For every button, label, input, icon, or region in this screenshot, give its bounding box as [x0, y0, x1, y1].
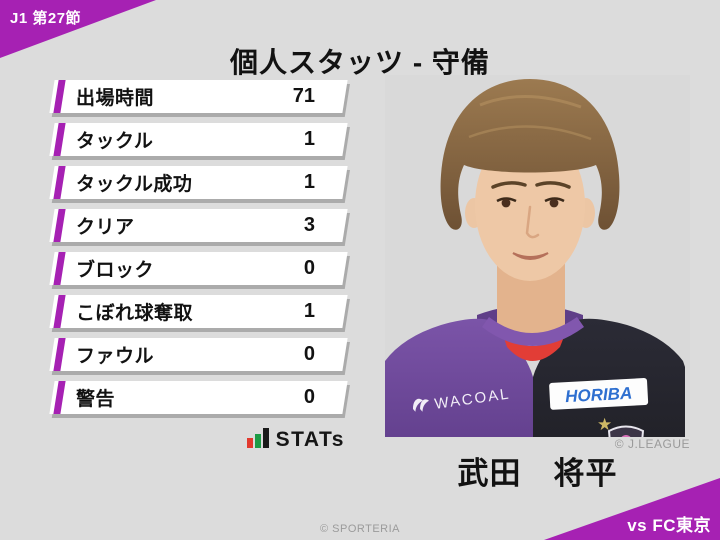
- stat-row-clearances: クリア 3: [49, 209, 348, 242]
- stat-value: 3: [303, 214, 315, 236]
- stat-label: 警告: [76, 389, 116, 410]
- stat-label: 出場時間: [76, 88, 155, 109]
- photo-credit: © J.LEAGUE: [614, 437, 690, 451]
- stats-list: 出場時間 71 タックル 1 タックル成功 1 クリア 3: [49, 80, 348, 414]
- stat-value: 71: [292, 85, 315, 107]
- stat-value: 0: [303, 343, 315, 365]
- stat-row-tackles: タックル 1: [49, 123, 348, 156]
- star-icon: ★: [597, 415, 612, 435]
- stat-label: ブロック: [76, 260, 155, 281]
- stat-row-blocks: ブロック 0: [49, 252, 348, 285]
- stat-label: クリア: [76, 217, 135, 238]
- stat-value: 1: [303, 171, 315, 193]
- stat-row-loose-ball-recoveries: こぼれ球奪取 1: [49, 295, 348, 328]
- stats-logo-text: STATs: [275, 428, 345, 451]
- stat-label: タックル成功: [76, 174, 193, 195]
- stat-value: 0: [303, 386, 315, 408]
- opponent-label: vs FC東京: [627, 516, 711, 535]
- stat-label: タックル: [76, 131, 154, 152]
- stat-row-minutes: 出場時間 71: [49, 80, 348, 113]
- stat-value: 0: [303, 257, 315, 279]
- site-credit: © SPORTERIA: [319, 523, 401, 535]
- stat-label: ファウル: [76, 346, 155, 367]
- horiba-logo: HORIBA: [549, 378, 649, 410]
- club-emblem: [607, 425, 645, 437]
- player-photo: WACOAL HORIBA ★: [385, 75, 690, 437]
- stat-value: 1: [303, 300, 315, 322]
- svg-text:HORIBA: HORIBA: [565, 384, 633, 406]
- stat-row-yellow-cards: 警告 0: [49, 381, 348, 414]
- stat-row-fouls: ファウル 0: [49, 338, 348, 371]
- bar-chart-icon: [246, 428, 269, 448]
- hair: [440, 79, 620, 230]
- matchday-label: J1 第27節: [10, 10, 82, 27]
- stat-value: 1: [303, 128, 315, 150]
- stat-label: こぼれ球奪取: [76, 303, 194, 324]
- player-name: 武田 将平: [457, 456, 618, 491]
- page-title: 個人スタッツ - 守備: [230, 46, 490, 78]
- stat-row-tackles-won: タックル成功 1: [49, 166, 348, 199]
- stats-logo: STATs: [52, 426, 345, 451]
